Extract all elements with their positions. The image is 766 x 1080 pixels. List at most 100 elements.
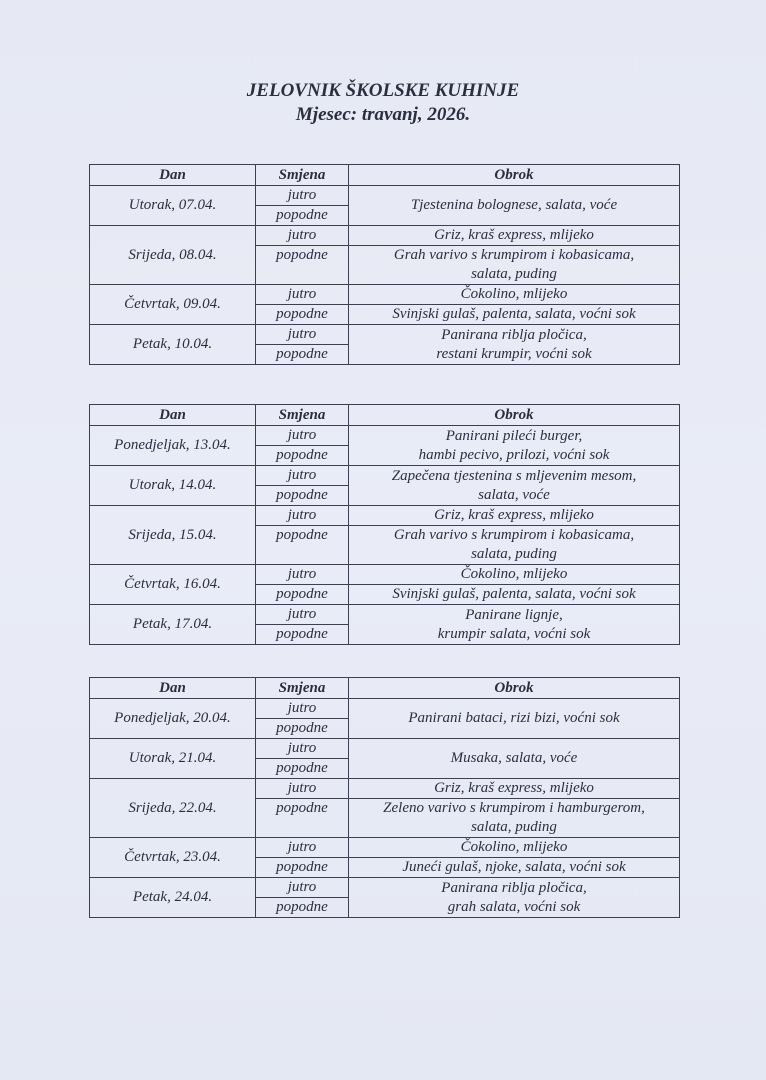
day-cell: Srijeda, 08.04. <box>89 225 256 285</box>
table-row: popodne <box>90 897 680 918</box>
shift-cell: jutro <box>255 425 349 446</box>
shift-cell: jutro <box>255 505 349 526</box>
meal-line: Zapečena tjestenina s mljevenim mesom, <box>391 467 637 484</box>
table-row: Četvrtak, 23.04. jutro Čokolino, mlijeko <box>89 837 680 878</box>
shift-cell: popodne <box>255 304 349 325</box>
header-meal: Obrok <box>348 677 680 699</box>
meal-cell: Panirani pileći burger, hambi pecivo, pri… <box>348 425 680 466</box>
header-day: Dan <box>89 404 256 426</box>
meal-cell: Čokolino, mlijeko <box>348 564 680 585</box>
meal-line: Čokolino, mlijeko <box>460 839 568 855</box>
menu-table-week-3: Dan Smjena Obrok Ponedjeljak, 20.04. jutro Pa… <box>89 677 680 918</box>
shift-cell: jutro <box>255 738 349 759</box>
menu-table-week-1: Dan Smjena Obrok Utorak, 07.04. jutro Tjesten… <box>89 164 680 365</box>
meal-line: Musaka, salata, voće <box>450 750 578 766</box>
meal-line: Griz, kraš express, mlijeko <box>434 780 594 796</box>
shift-cell: jutro <box>255 284 349 305</box>
meal-line: Tjestenina bolognese, salata, voće <box>410 197 618 213</box>
table-row: Petak, 17.04. jutro Panirane lignje, krumpi… <box>89 604 680 645</box>
shift-cell: popodne <box>255 718 349 739</box>
meal-cell: Juneći gulaš, njoke, salata, voćni sok <box>348 857 680 878</box>
table-row: popodne Grah varivo s krumpirom i kobasic… <box>90 525 680 565</box>
meal-cell: Zeleno varivo s krumpirom i hamburgerom,… <box>348 798 680 838</box>
meal-cell: Panirani bataci, rizi bizi, voćni sok <box>348 698 680 739</box>
meal-line: Griz, kraš express, mlijeko <box>434 227 594 243</box>
shift-cell: popodne <box>255 897 349 918</box>
meal-line: Grah varivo s krumpirom i kobasicama, <box>393 247 635 263</box>
table-row: Srijeda, 22.04. jutro Griz, kraš express, … <box>89 778 680 838</box>
shift-cell: popodne <box>255 624 349 645</box>
meal-line: Panirane lignje, <box>465 606 563 623</box>
meal-line: Grah varivo s krumpirom i kobasicama, <box>393 527 635 543</box>
meal-cell: Svinjski gulaš, palenta, salata, voćni s… <box>348 584 680 605</box>
table-row: popodne Svinjski gulaš, palenta, salata, … <box>90 304 680 325</box>
meal-line: Panirani bataci, rizi bizi, voćni sok <box>408 710 620 726</box>
meal-cell: Zapečena tjestenina s mljevenim mesom, sa… <box>348 465 680 506</box>
shift-cell: jutro <box>255 778 349 799</box>
meal-cell: Čokolino, mlijeko <box>348 837 680 858</box>
meal-line: Zeleno varivo s krumpirom i hamburgerom, <box>383 800 645 816</box>
shift-cell: popodne <box>255 245 349 285</box>
meal-cell: Grah varivo s krumpirom i kobasicama, sal… <box>348 525 680 565</box>
meal-line: Panirani pileći burger, <box>445 427 583 444</box>
table-row: Srijeda, 15.04. jutro Griz, kraš express, … <box>89 505 680 565</box>
day-cell: Srijeda, 22.04. <box>89 778 256 838</box>
meal-line: Svinjski gulaš, palenta, salata, voćni s… <box>392 586 636 602</box>
document-title: JELOVNIK ŠKOLSKE KUHINJE <box>246 80 520 101</box>
table-row: popodne Zeleno varivo s krumpirom i hambu… <box>90 798 680 838</box>
table-row: Petak, 24.04. jutro Panirana riblja pločic… <box>89 877 680 918</box>
header-day: Dan <box>89 677 256 699</box>
shift-cell: jutro <box>255 564 349 585</box>
meal-line: hambi pecivo, prilozi, voćni sok <box>418 446 610 463</box>
menu-table-week-2: Dan Smjena Obrok Ponedjeljak, 13.04. jutro Pa… <box>89 404 680 645</box>
shift-cell: popodne <box>255 798 349 838</box>
table-row: Utorak, 21.04. jutro Musaka, salata, voće <box>89 738 680 779</box>
day-cell: Petak, 10.04. <box>89 324 256 365</box>
day-cell: Ponedjeljak, 13.04. <box>89 425 256 466</box>
meal-line: Griz, kraš express, mlijeko <box>434 507 594 523</box>
shift-cell: jutro <box>255 604 349 625</box>
meal-cell: Griz, kraš express, mlijeko <box>348 505 680 526</box>
table-row: popodne <box>90 624 680 645</box>
meal-line: Čokolino, mlijeko <box>460 286 568 302</box>
shift-cell: popodne <box>255 857 349 878</box>
day-cell: Ponedjeljak, 20.04. <box>89 698 256 739</box>
day-cell: Utorak, 21.04. <box>89 738 256 779</box>
document-subtitle: Mjesec: travanj, 2026. <box>295 104 471 125</box>
meal-line: salata, puding <box>471 266 557 282</box>
table-row: popodne <box>90 758 680 779</box>
table-row: popodne <box>90 344 680 365</box>
meal-cell: Panirana riblja pločica, restani krumpir,… <box>348 324 680 365</box>
day-cell: Utorak, 14.04. <box>89 465 256 506</box>
meal-cell: Griz, kraš express, mlijeko <box>348 778 680 799</box>
meal-cell: Panirane lignje, krumpir salata, voćni so… <box>348 604 680 645</box>
shift-cell: jutro <box>255 225 349 246</box>
meal-line: salata, voće <box>478 486 550 503</box>
meal-cell: Musaka, salata, voće <box>348 738 680 779</box>
meal-cell: Panirana riblja pločica, grah salata, voć… <box>348 877 680 918</box>
shift-cell: jutro <box>255 837 349 858</box>
table-row: Ponedjeljak, 13.04. jutro Panirani pileći … <box>89 425 680 466</box>
header-shift: Smjena <box>255 164 349 186</box>
shift-cell: jutro <box>255 877 349 898</box>
day-cell: Srijeda, 15.04. <box>89 505 256 565</box>
meal-cell: Griz, kraš express, mlijeko <box>348 225 680 246</box>
shift-cell: popodne <box>255 344 349 365</box>
table-row: Četvrtak, 09.04. jutro Čokolino, mlijeko <box>89 284 680 325</box>
header-meal: Obrok <box>348 404 680 426</box>
meal-line: Čokolino, mlijeko <box>460 566 568 582</box>
meal-line: Panirana riblja pločica, <box>441 879 587 896</box>
meal-line: Svinjski gulaš, palenta, salata, voćni s… <box>392 306 636 322</box>
day-cell: Četvrtak, 09.04. <box>89 284 256 325</box>
table-row: popodne Grah varivo s krumpirom i kobasic… <box>90 245 680 285</box>
table-row: Petak, 10.04. jutro Panirana riblja pločic… <box>89 324 680 365</box>
meal-line: krumpir salata, voćni sok <box>437 625 591 642</box>
table-row: Utorak, 07.04. jutro Tjestenina bolognese,… <box>89 185 680 226</box>
shift-cell: popodne <box>255 525 349 565</box>
header-meal: Obrok <box>348 164 680 186</box>
table-row: Ponedjeljak, 20.04. jutro Panirani bataci,… <box>89 698 680 739</box>
header-shift: Smjena <box>255 404 349 426</box>
header-shift: Smjena <box>255 677 349 699</box>
table-row: Četvrtak, 16.04. jutro Čokolino, mlijeko <box>89 564 680 605</box>
header-row: Dan Smjena Obrok <box>89 677 680 699</box>
